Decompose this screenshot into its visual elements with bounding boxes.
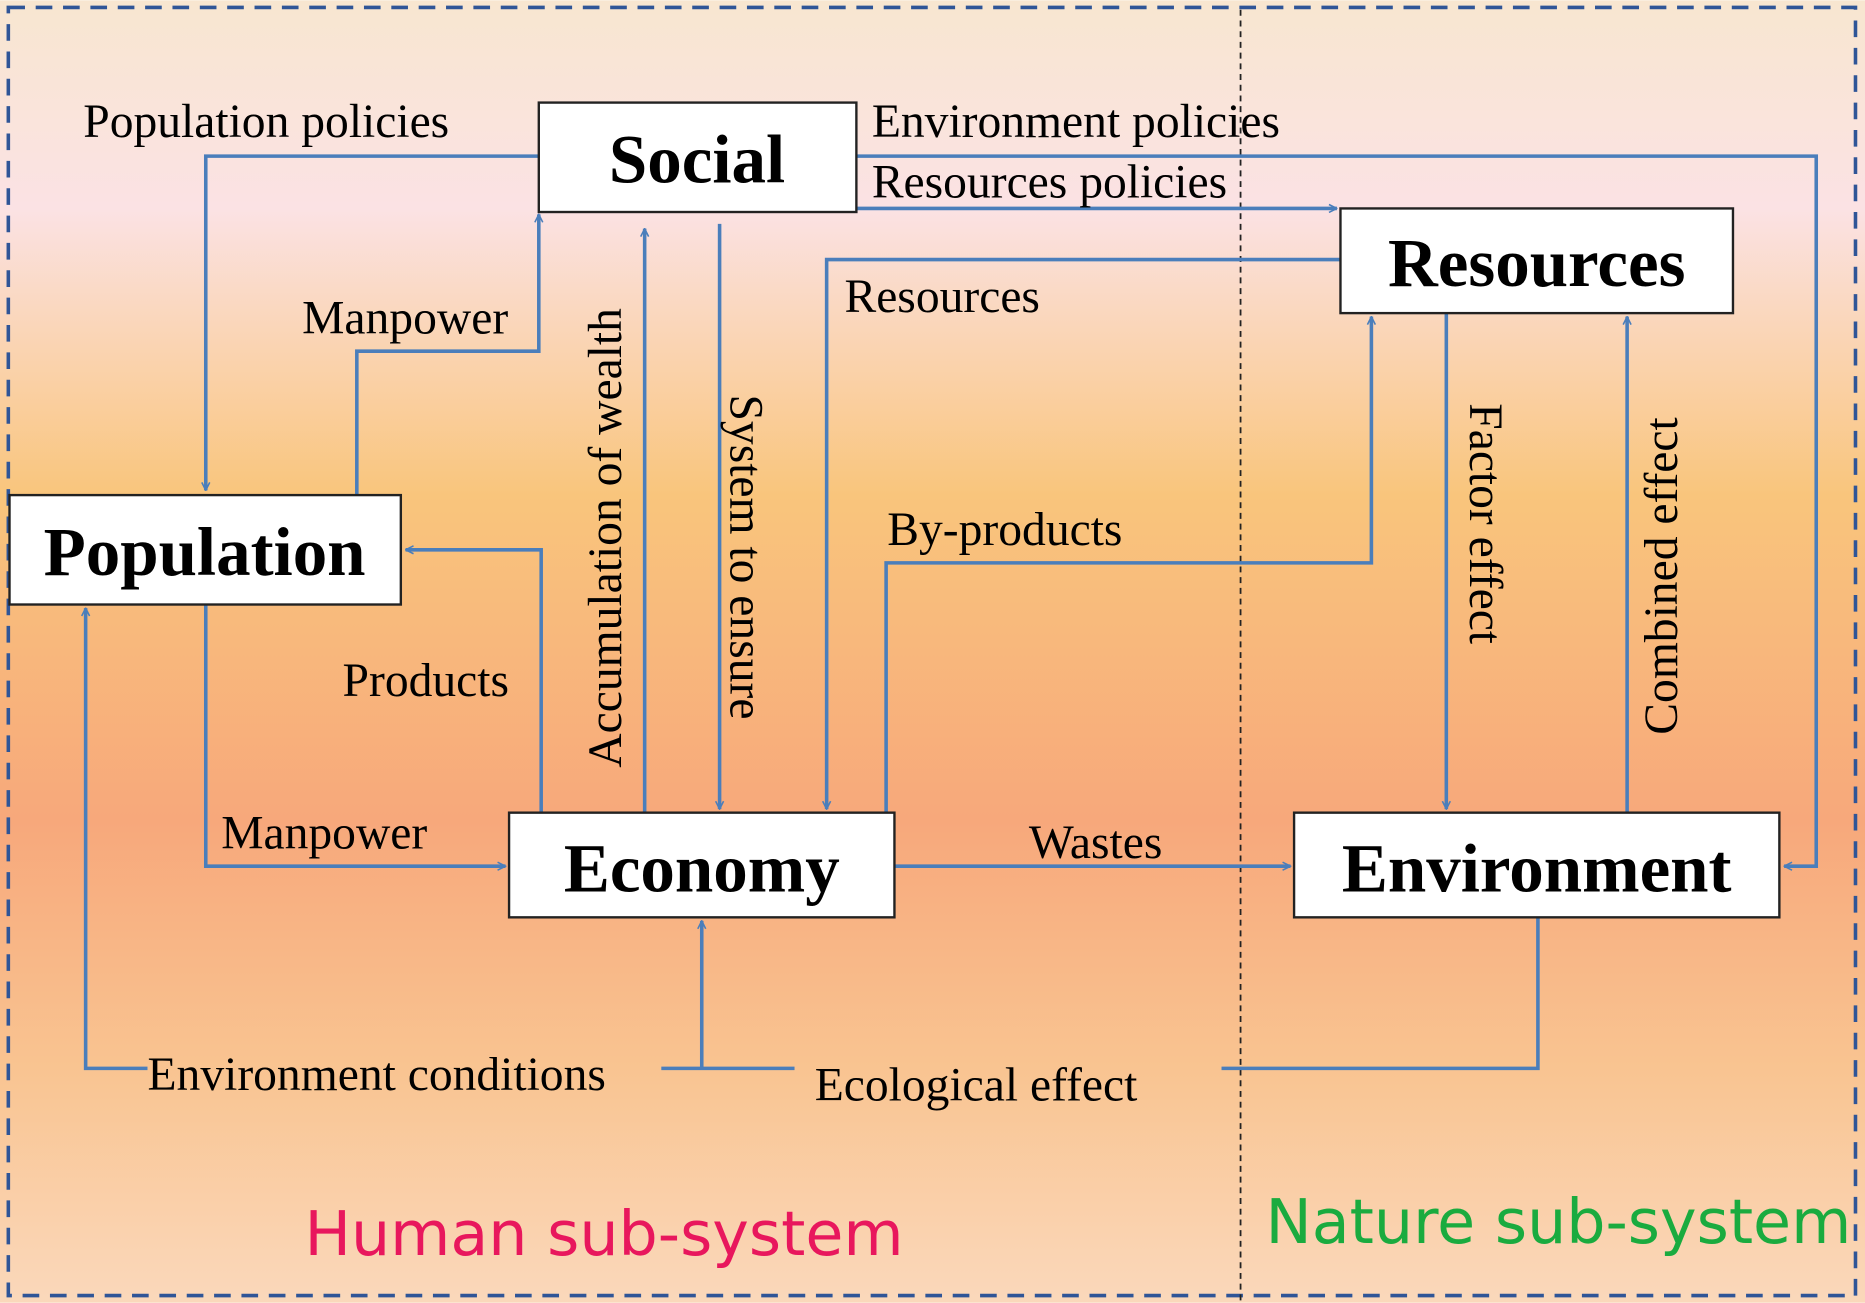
node-box: [507, 811, 896, 919]
flow-arrow: [856, 154, 1819, 866]
edge-label: By-products: [887, 504, 1122, 556]
flow-line: [1221, 917, 1540, 1071]
node-label: Population: [44, 514, 366, 590]
flows: [86, 154, 1819, 1071]
flow-arrow: [355, 214, 539, 496]
flow-arrow: [206, 154, 539, 490]
flow-arrow: [406, 550, 543, 813]
subsystem-label: Human sub-system: [304, 1198, 903, 1270]
flow-arrow: [86, 608, 148, 1071]
edge-label: Accumulation of wealth: [580, 308, 632, 768]
flow-arrow: [827, 257, 1341, 810]
edge-label: Ecological effect: [815, 1060, 1138, 1112]
edge-label: Population policies: [83, 96, 449, 148]
node-box: [8, 493, 403, 606]
edge-label: Products: [343, 655, 509, 707]
node-label: Environment: [1342, 831, 1732, 907]
flow-arrow: [203, 604, 506, 867]
node-box: [1339, 207, 1735, 315]
edge-label: Combined effect: [1636, 417, 1688, 734]
edge-label: Factor effect: [1459, 403, 1511, 644]
node-box: [1292, 811, 1781, 919]
flow-arrow: [884, 317, 1371, 813]
node-label: Economy: [564, 831, 840, 907]
node-box: [537, 101, 858, 214]
edge-label: Environment conditions: [147, 1049, 605, 1101]
edge-label: Wastes: [1029, 817, 1163, 869]
subsystem-label: Nature sub-system: [1266, 1186, 1852, 1258]
edge-label: Manpower: [221, 807, 427, 859]
edge-label: Resources policies: [872, 157, 1227, 209]
node-label: Resources: [1388, 225, 1686, 301]
outer-border: [6, 5, 1858, 1298]
node-label: Social: [609, 122, 785, 198]
edge-label: Resources: [844, 271, 1039, 323]
edge-label: Manpower: [302, 292, 508, 344]
edge-label: Environment policies: [872, 96, 1280, 148]
edge-label: System to ensure: [719, 394, 771, 719]
